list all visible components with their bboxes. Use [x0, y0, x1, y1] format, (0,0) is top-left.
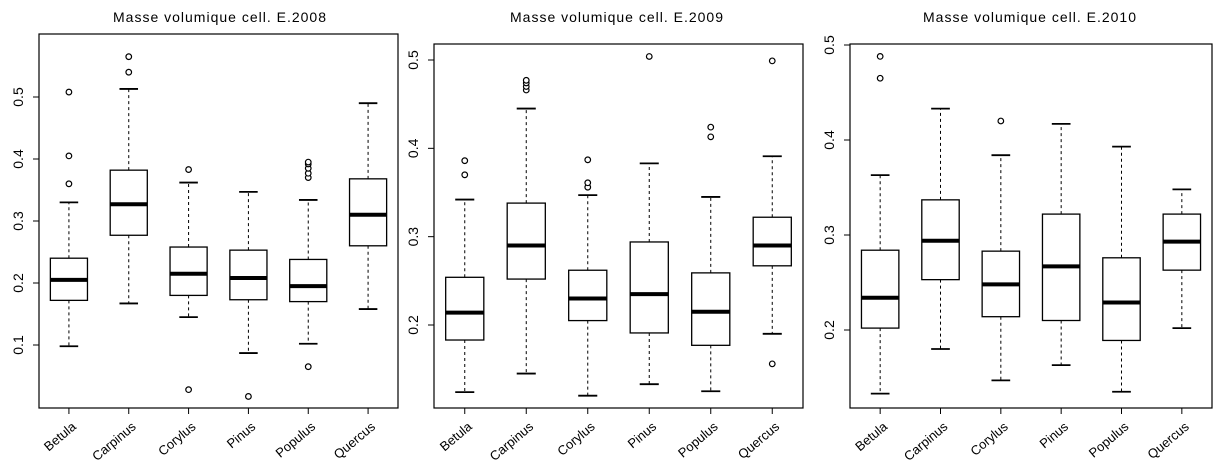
outlier-point: [65, 152, 73, 160]
y-tick-label: 0.3: [821, 225, 837, 245]
iqr-box: [860, 249, 900, 329]
chart-title: Masse volumique cell. E.2010: [923, 9, 1137, 25]
box-populus: Populus: [273, 158, 328, 460]
box-quercus: Quercus: [735, 57, 792, 462]
box-pinus: Pinus: [625, 53, 669, 451]
box-betula: Betula: [437, 157, 485, 454]
iqr-box: [691, 272, 731, 346]
iqr-box: [629, 241, 669, 334]
outlier-point: [65, 180, 73, 188]
y-tick-label: 0.2: [10, 273, 26, 293]
outlier-point: [584, 156, 592, 164]
x-tick-label: Betula: [852, 418, 890, 454]
outlier-point: [461, 171, 469, 179]
y-tick-label: 0.2: [405, 315, 421, 335]
outlier-point: [125, 68, 133, 76]
chart-title: Masse volumique cell. E.2008: [113, 9, 327, 25]
iqr-box: [445, 276, 485, 341]
y-tick-label: 0.5: [10, 87, 26, 107]
plot-frame: [433, 43, 804, 409]
x-tick-label: Quercus: [331, 418, 379, 461]
outlier-point: [461, 157, 469, 165]
outlier-point: [185, 166, 192, 173]
x-tick-label: Corylus: [155, 418, 199, 458]
y-axis: 0.2 0.3 0.4 0.5: [405, 50, 434, 335]
outlier-point: [768, 57, 776, 65]
y-axis: 0.2 0.3 0.4 0.5: [821, 35, 850, 340]
iqr-box: [348, 178, 388, 247]
plot-frame: [38, 33, 399, 409]
x-tick-label: Pinus: [1037, 418, 1072, 451]
outlier-point: [707, 133, 715, 141]
iqr-box: [1102, 257, 1141, 342]
x-tick-label: Carpinus: [487, 418, 537, 463]
iqr-box: [568, 269, 608, 322]
outlier-point: [185, 386, 192, 394]
box-corylus: Corylus: [554, 156, 608, 459]
x-tick-label: Carpinus: [89, 418, 139, 463]
iqr-box: [506, 202, 546, 280]
box-populus: Populus: [675, 123, 731, 460]
outlier-point: [707, 123, 715, 131]
chart-panel-1: Masse volumique cell. E.2008 0.1 0.2 0.3 0.4…: [10, 9, 399, 464]
y-tick-label: 0.1: [10, 335, 26, 355]
outlier-point: [876, 53, 884, 60]
x-tick-label: Populus: [273, 418, 319, 460]
iqr-box: [169, 246, 208, 297]
box-pinus: Pinus: [224, 190, 268, 451]
x-tick-label: Betula: [437, 418, 475, 454]
y-tick-label: 0.4: [405, 138, 421, 158]
outlier-point: [125, 53, 133, 61]
x-tick-label: Corylus: [967, 418, 1011, 458]
box-betula: Betula: [41, 88, 89, 454]
plot-frame: [849, 43, 1213, 409]
x-tick-label: Pinus: [224, 418, 259, 451]
outlier-point: [645, 53, 653, 60]
x-tick-label: Pinus: [625, 418, 660, 451]
chart-panel-3: Masse volumique cell. E.2010 0.2 0.3 0.4 0.5…: [821, 9, 1213, 464]
y-tick-label: 0.4: [10, 149, 26, 169]
outlier-point: [584, 179, 592, 187]
x-tick-label: Quercus: [1144, 418, 1192, 461]
y-tick-label: 0.3: [10, 211, 26, 231]
x-tick-label: Quercus: [735, 418, 783, 461]
y-tick-label: 0.4: [821, 130, 837, 150]
x-tick-label: Populus: [1086, 418, 1132, 460]
iqr-box: [289, 258, 328, 303]
chart-title: Masse volumique cell. E.2009: [510, 9, 724, 25]
box-corylus: Corylus: [155, 166, 208, 459]
x-tick-label: Populus: [675, 418, 721, 460]
x-tick-label: Carpinus: [901, 418, 951, 463]
box-carpinus: Carpinus: [901, 107, 960, 464]
y-tick-label: 0.5: [405, 50, 421, 70]
y-tick-label: 0.2: [821, 320, 837, 340]
outlier-point: [65, 88, 73, 96]
outlier-point: [245, 393, 252, 400]
iqr-box: [752, 216, 792, 267]
chart-panel-2: Masse volumique cell. E.2009 0.2 0.3 0.4 0.5…: [405, 9, 804, 464]
box-populus: Populus: [1086, 145, 1141, 460]
box-betula: Betula: [852, 53, 900, 454]
iqr-box: [229, 249, 268, 301]
outlier-point: [304, 158, 312, 166]
y-tick-label: 0.3: [405, 227, 421, 247]
outlier-point: [522, 76, 530, 84]
y-tick-label: 0.5: [821, 35, 837, 55]
outlier-point: [304, 363, 312, 371]
outlier-point: [768, 360, 776, 368]
box-carpinus: Carpinus: [487, 76, 546, 464]
y-axis: 0.1 0.2 0.3 0.4 0.5: [10, 87, 39, 355]
outlier-point: [876, 74, 884, 82]
outlier-point: [997, 117, 1005, 125]
x-tick-label: Corylus: [554, 418, 598, 458]
box-pinus: Pinus: [1037, 122, 1081, 451]
box-quercus: Quercus: [1144, 188, 1202, 462]
box-carpinus: Carpinus: [89, 53, 148, 464]
x-tick-label: Betula: [41, 418, 79, 454]
